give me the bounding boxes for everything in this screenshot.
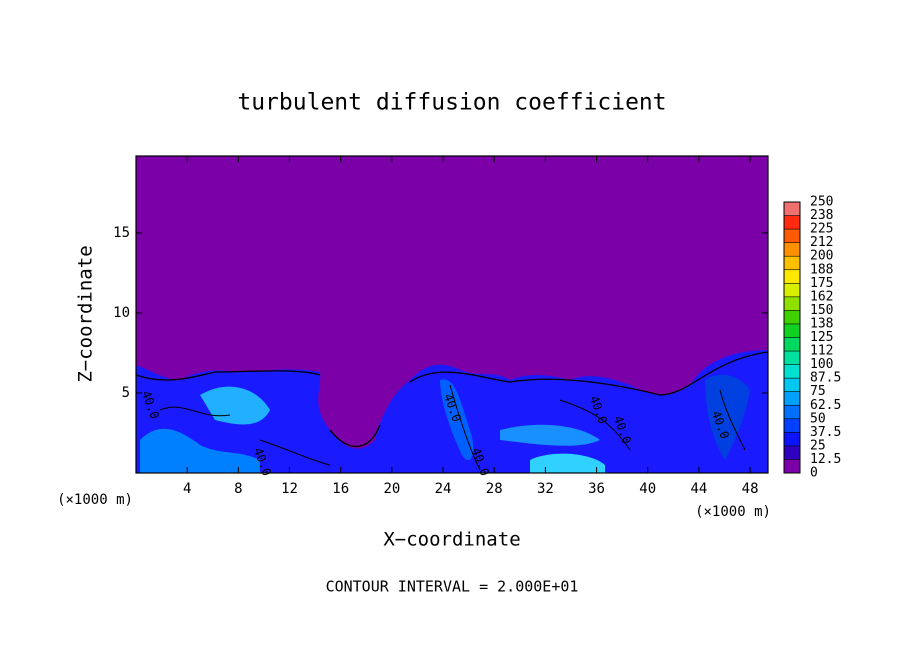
- colorbar-band: [784, 229, 800, 243]
- colorbar-band: [784, 364, 800, 379]
- colorbar-band: [784, 351, 800, 365]
- x-tick-label: 48: [742, 481, 759, 497]
- colorbar-label: 188: [810, 262, 833, 277]
- x-tick-label: 16: [332, 481, 349, 497]
- colorbar-band: [784, 323, 800, 338]
- field-region: [440, 379, 474, 461]
- y-tick-label: 5: [122, 385, 130, 401]
- colorbar-label: 175: [810, 276, 833, 291]
- plot-frame: [135, 155, 769, 474]
- field-region: [500, 424, 600, 446]
- contour-line: [159, 384, 746, 471]
- x-tick-label: 20: [383, 481, 400, 497]
- colorbar-label: 0: [810, 466, 818, 481]
- colorbar-band: [784, 202, 800, 216]
- colorbar-band: [784, 391, 800, 406]
- colorbar-label: 138: [810, 316, 833, 331]
- colorbar-band: [784, 296, 800, 311]
- x-tick-label: 32: [537, 481, 554, 497]
- footnote: CONTOUR INTERVAL = 2.000E+01: [326, 578, 579, 596]
- colorbar-label: 112: [810, 344, 833, 359]
- chart-title: turbulent diffusion coefficient: [237, 90, 666, 116]
- x-tick-label: 28: [486, 481, 503, 497]
- colorbar-label: 250: [810, 195, 833, 210]
- colorbar-band: [784, 445, 800, 460]
- colorbar-band: [784, 269, 800, 284]
- x-tick-label: 12: [281, 481, 298, 497]
- colorbar-band: [784, 432, 800, 446]
- field-region: [530, 453, 605, 473]
- colorbar-band: [784, 215, 800, 230]
- contour-line: [135, 351, 769, 448]
- colorbar-band: [784, 337, 800, 352]
- y-tick-label: 10: [113, 305, 130, 321]
- x-unit-label: (×1000 m): [57, 492, 133, 508]
- colorbar-label: 75: [810, 384, 826, 399]
- colorbar-band: [784, 459, 800, 473]
- x-unit-label: (×1000 m): [695, 504, 771, 520]
- x-tick-label: 40: [639, 481, 656, 497]
- colorbar-band: [784, 378, 800, 392]
- x-tick-label: 36: [588, 481, 605, 497]
- colorbar-label: 12.5: [810, 452, 841, 467]
- colorbar-band: [784, 256, 800, 270]
- x-tick-label: 44: [690, 481, 707, 497]
- colorbar-label: 125: [810, 330, 833, 345]
- colorbar-label: 238: [810, 208, 833, 223]
- colorbar-band: [784, 283, 800, 297]
- colorbar-label: 150: [810, 303, 833, 318]
- colorbar-band: [784, 242, 800, 257]
- colorbar-band: [784, 418, 800, 433]
- colorbar-band: [784, 310, 800, 324]
- colorbar-label: 162: [810, 289, 833, 304]
- field-region: [705, 374, 750, 460]
- y-tick-label: 15: [113, 225, 130, 241]
- colorbar-label: 100: [810, 357, 833, 372]
- colorbar-label: 212: [810, 235, 833, 250]
- colorbar-label: 62.5: [810, 398, 841, 413]
- colorbar-label: 200: [810, 249, 833, 264]
- colorbar-label: 25: [810, 438, 826, 453]
- field-region: [200, 386, 270, 425]
- colorbar-label: 37.5: [810, 425, 841, 440]
- colorbar-band: [784, 405, 800, 419]
- x-tick-label: 4: [183, 481, 191, 497]
- colorbar-label: 50: [810, 411, 826, 426]
- field: [135, 156, 769, 473]
- colorbar-label: 225: [810, 222, 833, 237]
- x-tick-label: 8: [234, 481, 242, 497]
- x-tick-label: 24: [435, 481, 452, 497]
- colorbar-label: 87.5: [810, 371, 841, 386]
- x-axis-label: X−coordinate: [383, 529, 520, 551]
- field-region: [140, 428, 260, 473]
- y-axis-label: Z−coordinate: [75, 245, 97, 382]
